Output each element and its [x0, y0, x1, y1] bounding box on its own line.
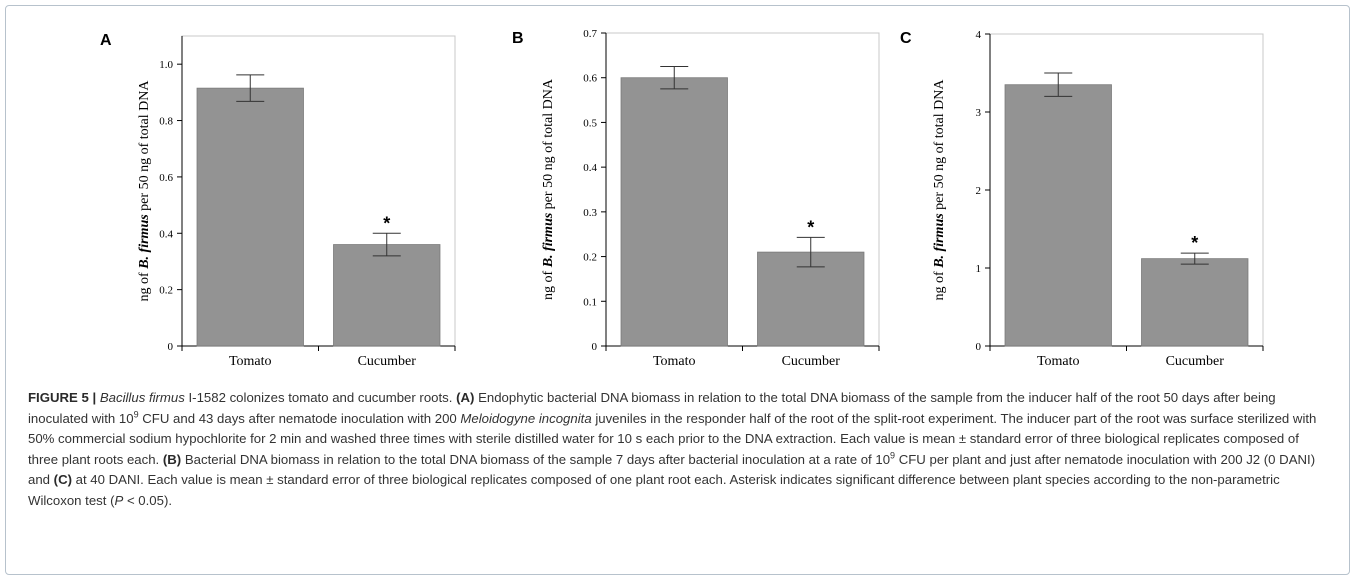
caption-a-text-2: CFU and 43 days after nematode inoculati… — [138, 410, 461, 426]
y-tick-label-a-1: 0.2 — [159, 285, 173, 297]
caption-c-text-1: at 40 DANI. Each value is mean ± standar… — [28, 472, 1280, 508]
y-tick-label-a-4: 0.8 — [159, 116, 173, 128]
caption-a-species: Meloidogyne incognita — [460, 410, 592, 426]
panel-letter-b: B — [512, 30, 524, 47]
y-tick-label-a-2: 0.4 — [159, 228, 173, 240]
caption-a-text-3: juveniles in the responder half of the r… — [28, 410, 1317, 467]
chart-panel-b: 0 0.1 0.2 0.3 0.4 0.5 0.6 0.7 Tomato Cucumber * Bng… — [512, 28, 880, 369]
y-tick-label-c-4: 4 — [976, 29, 982, 41]
caption-b-sup: 9 — [890, 450, 896, 461]
y-axis-label-c: ng of B. firmus per 50 ng of total DNA — [932, 79, 947, 301]
category-label-a-cucumber: Cucumber — [358, 354, 417, 369]
caption-label-c: (C) — [53, 472, 72, 487]
y-axis-label-species-c: B. firmus — [932, 213, 947, 269]
y-tick-label-c-1: 1 — [976, 263, 982, 275]
y-tick-label-b-0: 0 — [592, 341, 598, 353]
y-axis-label-prefix-c: ng of — [932, 268, 947, 301]
y-axis-label-species-a: B. firmus — [137, 214, 152, 270]
y-axis-label-prefix-a: ng of — [137, 269, 152, 302]
chart-panel-c: 0 1 2 3 4 Tomato Cucumber * Cng of B. firmus per… — [900, 29, 1264, 369]
y-tick-label-c-3: 3 — [976, 107, 982, 119]
bar-b-tomato — [620, 77, 728, 347]
caption-title-rest: I-1582 colonizes tomato and cucumber roo… — [184, 390, 457, 405]
y-tick-label-b-3: 0.3 — [583, 207, 597, 219]
caption-label-a: (A) — [456, 390, 475, 405]
y-tick-label-a-0: 0 — [168, 341, 174, 353]
bar-a-tomato — [196, 87, 304, 347]
category-label-c-cucumber: Cucumber — [1166, 354, 1225, 369]
y-tick-label-b-5: 0.5 — [583, 117, 597, 129]
bar-a-cucumber — [333, 244, 441, 347]
bar-c-cucumber — [1141, 258, 1249, 347]
category-label-c-tomato: Tomato — [1037, 354, 1080, 369]
chart-panel-a: 0 0.2 0.4 0.6 0.8 1.0 Tomato Cucumber * Ang of B.… — [100, 32, 456, 369]
y-tick-label-c-0: 0 — [976, 341, 982, 353]
y-tick-label-b-7: 0.7 — [583, 28, 597, 40]
y-tick-label-a-3: 0.6 — [159, 172, 173, 184]
y-axis-label-prefix-b: ng of — [541, 267, 556, 300]
significance-star-c: * — [1191, 233, 1198, 253]
caption-b-text-2: CFU per plant and just after nematode in… — [28, 451, 1316, 488]
category-label-a-tomato: Tomato — [229, 354, 272, 369]
y-axis-label-b: ng of B. firmus per 50 ng of total DNA — [541, 78, 556, 300]
significance-star-b: * — [807, 217, 814, 237]
caption-b-text-1: Bacterial DNA biomass in relation to the… — [181, 451, 891, 467]
y-tick-label-a-5: 1.0 — [159, 59, 173, 71]
y-axis-label-suffix-a: per 50 ng of total DNA — [137, 80, 152, 215]
caption-c-text-2: < 0.05). — [123, 492, 173, 508]
category-label-b-cucumber: Cucumber — [782, 354, 841, 369]
y-tick-label-b-2: 0.2 — [583, 252, 597, 264]
caption-figure-label: FIGURE 5 | — [28, 390, 100, 405]
caption-c-p: P — [114, 492, 124, 508]
caption-label-b: (B) — [162, 451, 182, 467]
figure-charts: 0 0.2 0.4 0.6 0.8 1.0 Tomato Cucumber * Ang of B.… — [100, 28, 1264, 369]
bar-b-cucumber — [757, 251, 865, 347]
panel-letter-c: C — [900, 30, 912, 47]
y-tick-label-b-6: 0.6 — [583, 73, 597, 85]
panel-letter-a: A — [100, 32, 112, 49]
caption-a-sup: 9 — [133, 409, 139, 420]
y-axis-label-a: ng of B. firmus per 50 ng of total DNA — [137, 80, 152, 302]
figure-caption: FIGURE 5 | Bacillus firmus I-1582 coloni… — [28, 388, 1328, 511]
bar-c-tomato — [1004, 84, 1112, 347]
caption-title-species: Bacillus firmus — [99, 390, 185, 405]
caption-a-text-1: Endophytic bacterial DNA biomass in rela… — [28, 390, 1276, 426]
y-tick-label-c-2: 2 — [976, 185, 982, 197]
y-axis-label-suffix-b: per 50 ng of total DNA — [541, 78, 556, 213]
y-axis-label-species-b: B. firmus — [541, 212, 556, 268]
y-tick-label-b-1: 0.1 — [583, 296, 597, 308]
y-axis-label-suffix-c: per 50 ng of total DNA — [932, 79, 947, 214]
significance-star-a: * — [383, 213, 390, 233]
category-label-b-tomato: Tomato — [653, 354, 696, 369]
y-tick-label-b-4: 0.4 — [583, 162, 597, 174]
